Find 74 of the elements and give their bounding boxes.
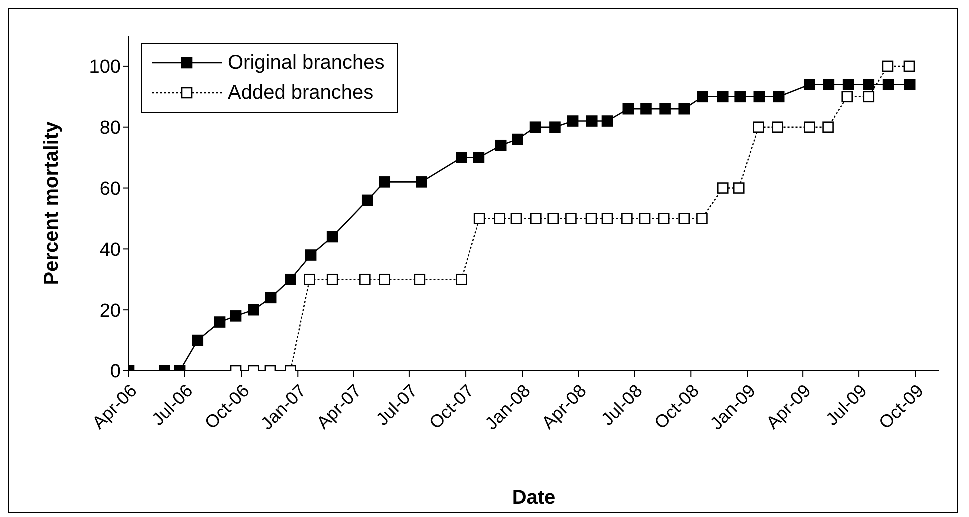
point — [214, 316, 226, 328]
point — [586, 213, 598, 224]
point — [678, 213, 690, 224]
point — [697, 91, 708, 103]
point — [473, 152, 485, 164]
point — [548, 213, 560, 224]
point — [304, 274, 316, 286]
point — [550, 122, 561, 134]
y-tick-label: 80 — [100, 118, 121, 140]
point — [622, 213, 633, 224]
point — [494, 213, 506, 224]
point — [456, 152, 468, 164]
point — [602, 116, 614, 127]
point — [265, 292, 277, 304]
y-axis-title: Percent mortality — [41, 120, 64, 286]
point — [734, 91, 746, 103]
point — [822, 122, 834, 134]
point — [567, 116, 579, 127]
point — [530, 122, 542, 134]
point — [904, 79, 916, 90]
point — [622, 103, 634, 115]
point — [658, 213, 670, 224]
point — [696, 213, 708, 224]
point — [456, 274, 468, 286]
x-axis-title: Date — [512, 487, 556, 509]
point — [510, 213, 522, 224]
point — [772, 122, 784, 134]
point — [733, 182, 745, 194]
point — [586, 116, 598, 127]
point — [285, 274, 296, 286]
point — [882, 79, 894, 90]
point — [753, 122, 764, 134]
point — [248, 304, 260, 316]
point — [414, 274, 426, 286]
point — [823, 79, 835, 90]
point — [863, 79, 875, 90]
point — [804, 122, 816, 134]
y-tick-label: 100 — [89, 57, 121, 78]
point — [660, 103, 671, 115]
point — [416, 176, 428, 188]
point — [754, 91, 766, 103]
point — [230, 310, 242, 322]
point — [639, 213, 651, 224]
point — [678, 103, 690, 115]
point — [379, 274, 391, 286]
y-tick-label: 60 — [100, 179, 121, 200]
point — [566, 213, 577, 224]
legend-label: Original branches — [228, 52, 385, 74]
point — [842, 91, 854, 103]
point — [804, 79, 816, 90]
point — [512, 134, 524, 146]
point — [773, 91, 785, 103]
point — [602, 213, 614, 224]
point — [842, 79, 854, 90]
point — [362, 194, 374, 206]
y-tick-label: 40 — [100, 240, 121, 261]
point — [192, 334, 204, 346]
legend-label: Added branches — [228, 82, 374, 104]
point — [904, 60, 916, 72]
point — [882, 60, 894, 72]
point — [717, 182, 729, 194]
y-tick-label: 0 — [110, 362, 121, 383]
point — [360, 274, 371, 286]
point — [640, 103, 652, 115]
point — [305, 250, 317, 261]
point — [717, 91, 729, 103]
point — [379, 176, 391, 188]
point — [474, 213, 486, 224]
point — [530, 213, 542, 224]
point — [495, 140, 507, 152]
point — [863, 91, 875, 103]
point — [326, 274, 338, 286]
y-tick-label: 20 — [100, 300, 121, 322]
point — [326, 231, 338, 243]
